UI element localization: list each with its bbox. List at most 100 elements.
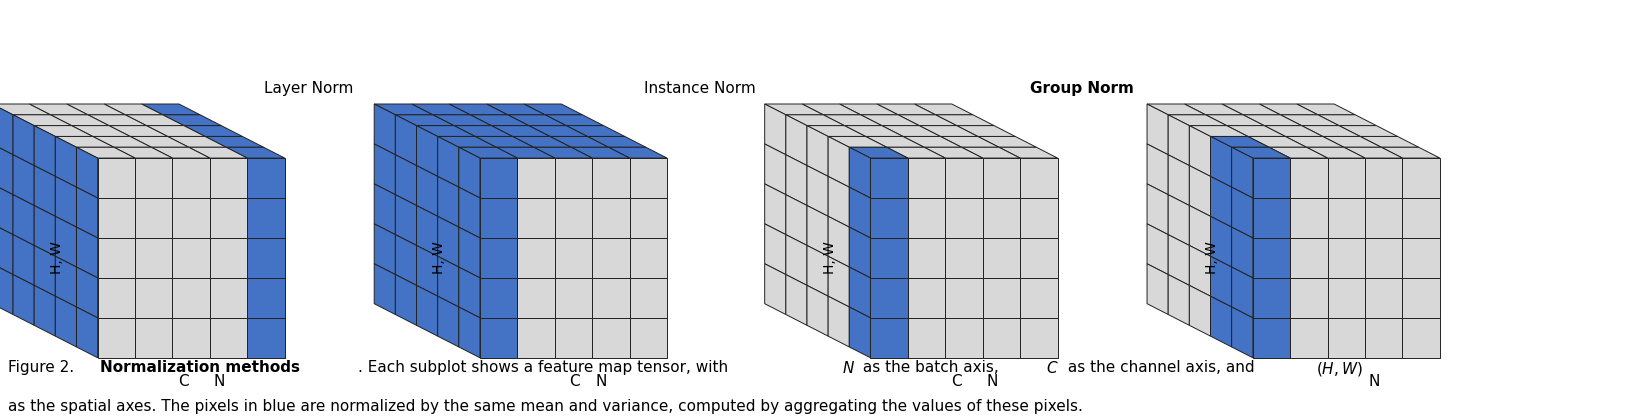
Polygon shape [34,126,93,136]
Polygon shape [1402,238,1440,278]
Polygon shape [592,278,630,318]
Polygon shape [172,278,210,318]
Polygon shape [765,104,786,155]
Polygon shape [146,126,205,136]
Polygon shape [765,224,786,275]
Polygon shape [870,318,908,358]
Polygon shape [1290,278,1328,318]
Polygon shape [1290,238,1328,278]
Polygon shape [1290,198,1328,238]
Polygon shape [247,158,285,198]
Polygon shape [849,187,870,238]
Polygon shape [1360,136,1419,147]
Polygon shape [395,235,417,285]
Polygon shape [517,198,555,238]
Polygon shape [555,158,592,198]
Polygon shape [807,126,828,176]
Polygon shape [125,115,184,126]
Polygon shape [226,147,285,158]
Text: as the channel axis, and: as the channel axis, and [1062,360,1259,375]
Polygon shape [1147,104,1168,155]
Polygon shape [247,278,285,318]
Polygon shape [1243,115,1302,126]
Polygon shape [135,238,172,278]
Polygon shape [1210,216,1232,267]
Polygon shape [67,104,125,115]
Polygon shape [98,318,135,358]
Polygon shape [828,136,887,147]
Polygon shape [34,206,55,256]
Polygon shape [1184,104,1243,115]
Polygon shape [412,104,470,115]
Polygon shape [1189,166,1210,216]
Polygon shape [0,144,13,195]
Polygon shape [13,155,34,206]
Text: Figure 2.: Figure 2. [8,360,80,375]
Polygon shape [1189,285,1210,336]
Polygon shape [1402,318,1440,358]
Polygon shape [1232,227,1253,278]
Polygon shape [1147,104,1206,115]
Polygon shape [13,235,34,285]
Polygon shape [374,144,395,195]
Polygon shape [210,158,247,198]
Polygon shape [172,158,210,198]
Polygon shape [1402,158,1440,198]
Polygon shape [1168,235,1189,285]
Polygon shape [395,195,417,245]
Polygon shape [849,147,870,198]
Polygon shape [395,155,417,206]
Text: Instance Norm: Instance Norm [644,81,755,96]
Text: C: C [952,374,962,389]
Polygon shape [529,126,587,136]
Polygon shape [459,147,517,158]
Polygon shape [135,198,172,238]
Polygon shape [1318,115,1376,126]
Polygon shape [172,198,210,238]
Polygon shape [1344,147,1402,158]
Polygon shape [1269,147,1328,158]
Polygon shape [786,155,807,206]
Polygon shape [924,147,983,158]
Polygon shape [76,307,98,358]
Polygon shape [480,318,517,358]
Polygon shape [630,278,667,318]
Polygon shape [0,104,13,155]
Text: as the spatial axes. The pixels in blue are normalized by the same mean and vari: as the spatial axes. The pixels in blue … [8,399,1084,414]
Polygon shape [1232,267,1253,318]
Polygon shape [135,158,172,198]
Polygon shape [555,238,592,278]
Polygon shape [962,147,1020,158]
Polygon shape [999,147,1058,158]
Polygon shape [1264,126,1323,136]
Polygon shape [0,184,13,235]
Polygon shape [438,216,459,267]
Polygon shape [1210,136,1232,187]
Text: H, W: H, W [433,241,446,275]
Polygon shape [513,136,571,147]
Polygon shape [1253,318,1290,358]
Polygon shape [534,147,592,158]
Polygon shape [1020,198,1058,238]
Polygon shape [88,115,146,126]
Text: N: N [213,374,225,389]
Polygon shape [55,136,114,147]
Polygon shape [592,158,630,198]
Polygon shape [0,224,13,275]
Polygon shape [1306,147,1365,158]
Polygon shape [1365,318,1402,358]
Polygon shape [908,158,945,198]
Polygon shape [870,158,908,198]
Polygon shape [983,278,1020,318]
Text: Group Norm: Group Norm [1030,81,1134,96]
Polygon shape [1168,115,1189,166]
Polygon shape [919,126,978,136]
Polygon shape [840,104,898,115]
Polygon shape [480,158,517,198]
Polygon shape [470,115,529,126]
Polygon shape [1020,278,1058,318]
Polygon shape [1253,198,1290,238]
Polygon shape [449,104,508,115]
Polygon shape [480,238,517,278]
Polygon shape [374,184,395,235]
